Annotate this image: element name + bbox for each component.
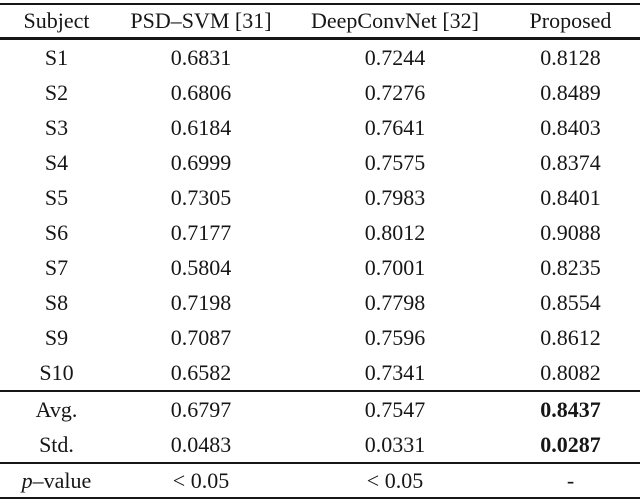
deepconvnet-cell: 0.7001 bbox=[364, 254, 426, 280]
psd-svm-cell: 0.7177 bbox=[170, 219, 232, 245]
pvalue-label-p: p bbox=[21, 467, 33, 493]
subject-rows: S1 0.6831 0.7244 0.8128 S2 0.6806 0.7276… bbox=[0, 39, 640, 392]
table-row: S2 0.6806 0.7276 0.8489 bbox=[0, 75, 640, 110]
avg-row: Avg. 0.6797 0.7547 0.8437 bbox=[0, 391, 640, 427]
proposed-cell: 0.8235 bbox=[540, 254, 601, 280]
psd-svm-avg: 0.6797 bbox=[170, 396, 232, 422]
subject-cell: S7 bbox=[44, 254, 69, 280]
deepconvnet-cell: 0.7596 bbox=[364, 324, 426, 350]
table-row: S1 0.6831 0.7244 0.8128 bbox=[0, 39, 640, 76]
subject-cell: S8 bbox=[44, 289, 69, 315]
deepconvnet-pvalue: < 0.05 bbox=[366, 467, 424, 493]
summary-rows: Avg. 0.6797 0.7547 0.8437 Std. 0.0483 0.… bbox=[0, 391, 640, 463]
pvalue-section: p–value < 0.05 < 0.05 - bbox=[0, 463, 640, 498]
deepconvnet-avg: 0.7547 bbox=[364, 396, 426, 422]
proposed-cell: 0.8128 bbox=[540, 44, 601, 70]
psd-svm-std: 0.0483 bbox=[170, 431, 232, 457]
subject-cell: S10 bbox=[39, 359, 74, 385]
psd-svm-cell: 0.6184 bbox=[170, 114, 232, 140]
col-header-proposed: Proposed bbox=[529, 8, 612, 33]
proposed-avg: 0.8437 bbox=[540, 396, 601, 422]
deepconvnet-cell: 0.7641 bbox=[364, 114, 426, 140]
pvalue-row: p–value < 0.05 < 0.05 - bbox=[0, 463, 640, 498]
col-header-psd-svm: PSD–SVM [31] bbox=[130, 8, 272, 33]
psd-svm-cell: 0.7087 bbox=[170, 324, 232, 350]
col-header-subject: Subject bbox=[23, 8, 90, 33]
table-row: S8 0.7198 0.7798 0.8554 bbox=[0, 285, 640, 320]
psd-svm-cell: 0.7305 bbox=[170, 184, 232, 210]
proposed-cell: 0.9088 bbox=[540, 219, 601, 245]
std-label: Std. bbox=[39, 431, 74, 457]
header-row: Subject PSD–SVM [31] DeepConvNet [32] Pr… bbox=[0, 4, 640, 39]
psd-svm-cell: 0.6831 bbox=[170, 44, 232, 70]
avg-label: Avg. bbox=[35, 396, 78, 422]
table-row: S9 0.7087 0.7596 0.8612 bbox=[0, 320, 640, 355]
col-header-deepconvnet: DeepConvNet [32] bbox=[310, 8, 479, 33]
deepconvnet-cell: 0.7575 bbox=[364, 149, 426, 175]
deepconvnet-cell: 0.8012 bbox=[364, 219, 426, 245]
pvalue-label-suffix: –value bbox=[32, 467, 92, 493]
psd-svm-pvalue: < 0.05 bbox=[172, 467, 230, 493]
pvalue-label: p–value bbox=[0, 463, 113, 498]
proposed-cell: 0.8401 bbox=[540, 184, 601, 210]
deepconvnet-cell: 0.7798 bbox=[364, 289, 426, 315]
subject-cell: S4 bbox=[44, 149, 69, 175]
psd-svm-cell: 0.7198 bbox=[170, 289, 232, 315]
table-row: S6 0.7177 0.8012 0.9088 bbox=[0, 215, 640, 250]
psd-svm-cell: 0.6582 bbox=[170, 359, 232, 385]
subject-cell: S3 bbox=[44, 114, 69, 140]
table-row: S7 0.5804 0.7001 0.8235 bbox=[0, 250, 640, 285]
deepconvnet-std: 0.0331 bbox=[364, 431, 426, 457]
results-table: Subject PSD–SVM [31] DeepConvNet [32] Pr… bbox=[0, 3, 640, 499]
deepconvnet-cell: 0.7276 bbox=[364, 79, 426, 105]
psd-svm-cell: 0.5804 bbox=[170, 254, 232, 280]
table-header: Subject PSD–SVM [31] DeepConvNet [32] Pr… bbox=[0, 4, 640, 39]
proposed-cell: 0.8082 bbox=[540, 359, 601, 385]
deepconvnet-cell: 0.7983 bbox=[364, 184, 426, 210]
subject-cell: S5 bbox=[44, 184, 69, 210]
deepconvnet-cell: 0.7244 bbox=[364, 44, 426, 70]
psd-svm-cell: 0.6806 bbox=[170, 79, 232, 105]
proposed-cell: 0.8554 bbox=[540, 289, 601, 315]
psd-svm-cell: 0.6999 bbox=[170, 149, 232, 175]
table-row: S3 0.6184 0.7641 0.8403 bbox=[0, 110, 640, 145]
table-row: S10 0.6582 0.7341 0.8082 bbox=[0, 355, 640, 391]
proposed-cell: 0.8403 bbox=[540, 114, 601, 140]
subject-cell: S9 bbox=[44, 324, 69, 350]
table-row: S4 0.6999 0.7575 0.8374 bbox=[0, 145, 640, 180]
proposed-pvalue: - bbox=[566, 467, 575, 493]
proposed-cell: 0.8374 bbox=[540, 149, 601, 175]
table-row: S5 0.7305 0.7983 0.8401 bbox=[0, 180, 640, 215]
subject-cell: S1 bbox=[44, 44, 69, 70]
proposed-cell: 0.8612 bbox=[540, 324, 601, 350]
subject-cell: S6 bbox=[44, 219, 69, 245]
proposed-std: 0.0287 bbox=[540, 431, 601, 457]
deepconvnet-cell: 0.7341 bbox=[364, 359, 426, 385]
subject-cell: S2 bbox=[44, 79, 69, 105]
std-row: Std. 0.0483 0.0331 0.0287 bbox=[0, 427, 640, 463]
proposed-cell: 0.8489 bbox=[540, 79, 601, 105]
